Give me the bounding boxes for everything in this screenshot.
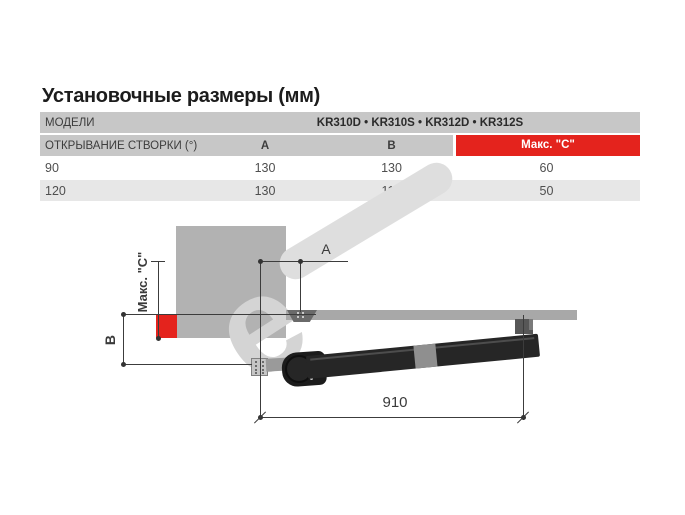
gate-attachment-bracket — [515, 319, 533, 334]
label-max-c: Макс. "С" — [135, 251, 150, 313]
max-c-red-square — [156, 314, 177, 338]
dim-910-line — [260, 417, 523, 418]
col-header-b: B — [387, 139, 396, 152]
dim-dot — [156, 336, 161, 341]
dim-dot — [298, 259, 303, 264]
table-row-models: МОДЕЛИ KR310D • KR310S • KR312D • KR312S — [40, 112, 640, 133]
bracket-notch — [529, 319, 533, 330]
page-title: Установочные размеры (мм) — [42, 85, 320, 107]
models-value: KR310D • KR310S • KR312D • KR312S — [316, 116, 524, 129]
cell-a: 130 — [254, 183, 276, 198]
mounting-plate — [251, 358, 268, 376]
models-label: МОДЕЛИ — [45, 116, 95, 129]
cell-opening: 90 — [45, 160, 59, 175]
table-header-row: ОТКРЫВАНИЕ СТВОРКИ (°) A B Макс. "С" — [40, 135, 640, 156]
dim-a-line — [260, 261, 348, 262]
dim-910-right-extension — [523, 315, 524, 420]
hinge-bolt — [297, 316, 299, 318]
dim-a-extension — [300, 261, 301, 312]
plate-bolt — [262, 365, 264, 367]
dimensions-table: МОДЕЛИ KR310D • KR310S • KR312D • KR312S… — [40, 112, 640, 201]
hinge-bolt — [302, 316, 304, 318]
cell-opening: 120 — [45, 183, 66, 198]
dim-dot — [121, 362, 126, 367]
label-a: A — [321, 241, 331, 257]
gate-leaf — [286, 310, 577, 320]
dim-c-line — [158, 262, 159, 339]
plate-bolt — [255, 365, 257, 367]
dim-b-top-line — [123, 314, 316, 315]
col-header-a: A — [260, 139, 270, 152]
plate-bolt — [262, 372, 264, 374]
dim-b-line — [123, 314, 124, 364]
dim-dot — [258, 259, 263, 264]
plate-bolt — [262, 361, 264, 363]
label-910: 910 — [382, 394, 408, 411]
label-b: B — [102, 334, 118, 346]
cell-c: 60 — [539, 160, 554, 175]
pivot-centerline — [260, 261, 261, 419]
plate-bolt — [255, 372, 257, 374]
dim-c-tick — [151, 261, 165, 262]
col-header-opening: ОТКРЫВАНИЕ СТВОРКИ (°) — [45, 139, 198, 152]
dim-dot — [121, 312, 126, 317]
hinge-bolt — [297, 312, 299, 314]
dim-b-bottom-line — [123, 364, 252, 365]
cell-b: 130 — [381, 160, 402, 175]
arm-band — [413, 343, 438, 369]
pillar-shape — [176, 226, 286, 338]
plate-bolt — [255, 369, 257, 371]
plate-bolt — [255, 361, 257, 363]
table-row: 120 130 110 50 — [40, 180, 640, 201]
table-row: 90 130 130 60 — [40, 157, 640, 178]
col-header-max-c: Макс. "С" — [453, 135, 640, 156]
hinge-bolt — [302, 312, 304, 314]
cell-a: 130 — [254, 160, 276, 175]
cell-c: 50 — [539, 183, 554, 198]
plate-bolt — [262, 369, 264, 371]
